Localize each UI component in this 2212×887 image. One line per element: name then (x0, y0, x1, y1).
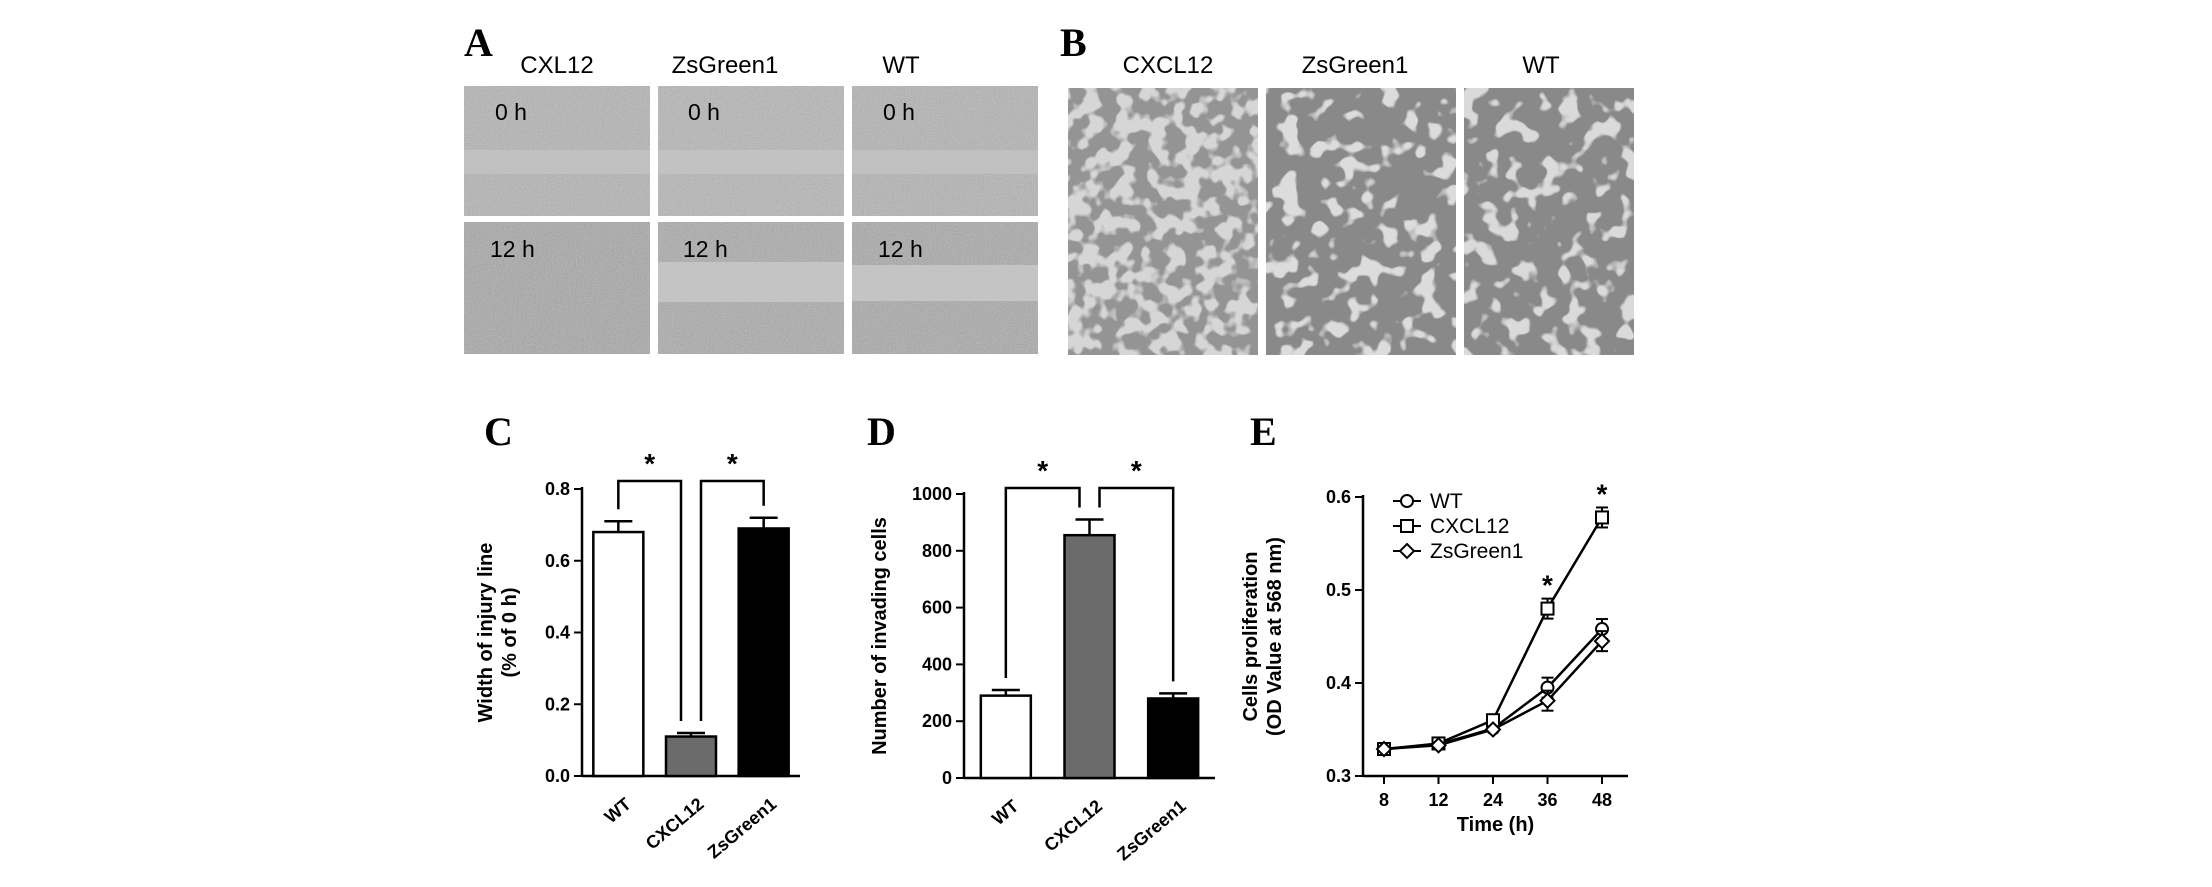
chart-e-legend-marker-zsgreen1 (1398, 542, 1416, 560)
chart-e-point-zsgreen1 (1430, 736, 1447, 754)
chart-d: 0 200 400 600 800 1000 WT CXCL12 ZsGreen1 * * Numbe… (869, 455, 1215, 864)
chart-c-ytick-label: 0.4 (545, 623, 570, 643)
chart-c-significance-bracket (699, 479, 765, 721)
micrograph-wt-0h: 0 h (852, 86, 1038, 216)
chart-d-ylabel: Number of invading cells (869, 517, 891, 755)
chart-e-point-zsgreen1 (1375, 740, 1393, 758)
chart-e-xtick-label: 36 (1537, 790, 1557, 810)
chart-d-ytick-label: 200 (922, 711, 952, 731)
micrograph-zsgreen1-12h: 12 h (658, 222, 844, 354)
chart-d-significance-star: * (1037, 455, 1048, 486)
time-label-zsgreen1-12h: 12 h (683, 236, 728, 262)
panel-b-col-label-wt: WT (1522, 52, 1560, 79)
chart-c-xtick-label: CXCL12 (642, 794, 708, 854)
chart-e-point-cxcl12 (1595, 510, 1609, 525)
micrograph-zsgreen1-invasion (1266, 88, 1456, 355)
chart-e-point-cxcl12 (1540, 601, 1555, 616)
micrograph-wt-12h: 12 h (852, 222, 1038, 354)
micrograph-cxl12-12h: 12 h (464, 222, 650, 354)
chart-e-xtick-label: 12 (1428, 790, 1448, 810)
chart-c-ytick-label: 0.8 (545, 479, 570, 499)
panel-a-micrographs: CXL12 ZsGreen1 WT 0 h 0 h 0 h 12 h 12 h (464, 52, 1038, 354)
chart-e-ytick-label: 0.3 (1326, 766, 1351, 786)
micrograph-cxcl12-invasion (1068, 88, 1258, 355)
panel-letter-c: C (484, 409, 513, 454)
chart-e-legend-label-wt: WT (1430, 490, 1463, 513)
panel-b-col-label-cxcl12: CXCL12 (1123, 52, 1214, 79)
chart-c-xtick-label: WT (601, 794, 635, 827)
chart-e-legend-marker-cxcl12 (1400, 519, 1414, 533)
chart-e-significance-star: * (1597, 478, 1608, 509)
panel-b-col-label-zsgreen1: ZsGreen1 (1302, 52, 1409, 79)
chart-c-significance-star: * (644, 448, 655, 479)
chart-e-ytick-label: 0.4 (1326, 673, 1351, 693)
chart-d-bar-zsgreen1 (1146, 697, 1200, 780)
chart-e-legend-label-zsgreen1: ZsGreen1 (1430, 540, 1523, 563)
chart-d-bar-cxcl12 (1063, 533, 1116, 780)
chart-d-xtick-label: CXCL12 (1040, 796, 1106, 856)
chart-c-bar-zsgreen1 (737, 527, 790, 778)
chart-d-significance-bracket (1004, 486, 1081, 678)
chart-d-xtick-label: WT (988, 796, 1022, 829)
panel-letter-b: B (1060, 20, 1087, 65)
chart-c-ytick-label: 0.2 (545, 694, 570, 714)
chart-e-point-zsgreen1 (1593, 632, 1611, 650)
panel-b-micrographs: CXCL12 ZsGreen1 WT (1068, 52, 1634, 355)
chart-c-ytick-label: 0.6 (545, 551, 570, 571)
chart-e-xlabel: Time (h) (1457, 814, 1534, 836)
panel-a-col-label-cxl12: CXL12 (520, 52, 593, 79)
chart-e-point-zsgreen1 (1484, 721, 1502, 738)
micrograph-wt-invasion (1464, 88, 1634, 355)
chart-e-ylabel-line2: (OD Value at 568 nm) (1264, 537, 1286, 736)
time-label-cxl12-12h: 12 h (490, 236, 535, 262)
panel-letter-e: E (1250, 409, 1277, 454)
micrograph-cxl12-0h: 0 h (464, 86, 650, 216)
chart-e-ytick-label: 0.6 (1326, 487, 1351, 507)
time-label-wt-0h: 0 h (883, 99, 915, 125)
time-label-zsgreen1-0h: 0 h (688, 99, 720, 125)
chart-d-ytick-label: 600 (922, 598, 952, 618)
chart-c-xtick-label: ZsGreen1 (704, 794, 780, 863)
chart-d-significance-star: * (1131, 455, 1142, 486)
chart-d-ytick-label: 0 (942, 768, 952, 788)
chart-e-point-zsgreen1 (1539, 692, 1556, 710)
chart-d-ytick-label: 1000 (912, 484, 952, 504)
chart-c-significance-bracket (617, 479, 683, 721)
chart-e-xtick-label: 8 (1379, 790, 1389, 810)
chart-c-ytick-label: 0.0 (545, 766, 570, 786)
panel-a-col-label-zsgreen1: ZsGreen1 (672, 52, 779, 79)
chart-c-ylabel-line2: (% of 0 h) (499, 588, 521, 678)
chart-e-legend-label-cxcl12: CXCL12 (1430, 515, 1509, 538)
chart-c-bar-cxcl12 (664, 735, 718, 778)
chart-c-bar-wt (592, 530, 645, 778)
chart-e-significance-star: * (1542, 570, 1553, 601)
chart-e-xtick-label: 48 (1592, 790, 1612, 810)
panel-a-col-label-wt: WT (882, 52, 920, 79)
chart-e-ytick-label: 0.5 (1326, 580, 1351, 600)
chart-e-legend-marker-wt (1400, 494, 1414, 508)
chart-c-ylabel-line1: Width of injury line (475, 543, 497, 723)
chart-d-xtick-label: ZsGreen1 (1113, 796, 1189, 865)
chart-d-ytick-label: 800 (922, 541, 952, 561)
panel-letter-a: A (464, 20, 493, 65)
chart-d-ytick-label: 400 (922, 654, 952, 674)
chart-d-significance-bracket (1098, 486, 1175, 682)
chart-c-significance-star: * (727, 448, 738, 479)
time-label-wt-12h: 12 h (878, 236, 923, 262)
panel-letter-d: D (867, 409, 896, 454)
chart-e-xtick-label: 24 (1483, 790, 1503, 810)
chart-d-bar-wt (979, 694, 1033, 780)
micrograph-zsgreen1-0h: 0 h (658, 86, 844, 216)
chart-e-ylabel-line1: Cells proliferation (1240, 551, 1262, 721)
time-label-cxl12-0h: 0 h (495, 99, 527, 125)
